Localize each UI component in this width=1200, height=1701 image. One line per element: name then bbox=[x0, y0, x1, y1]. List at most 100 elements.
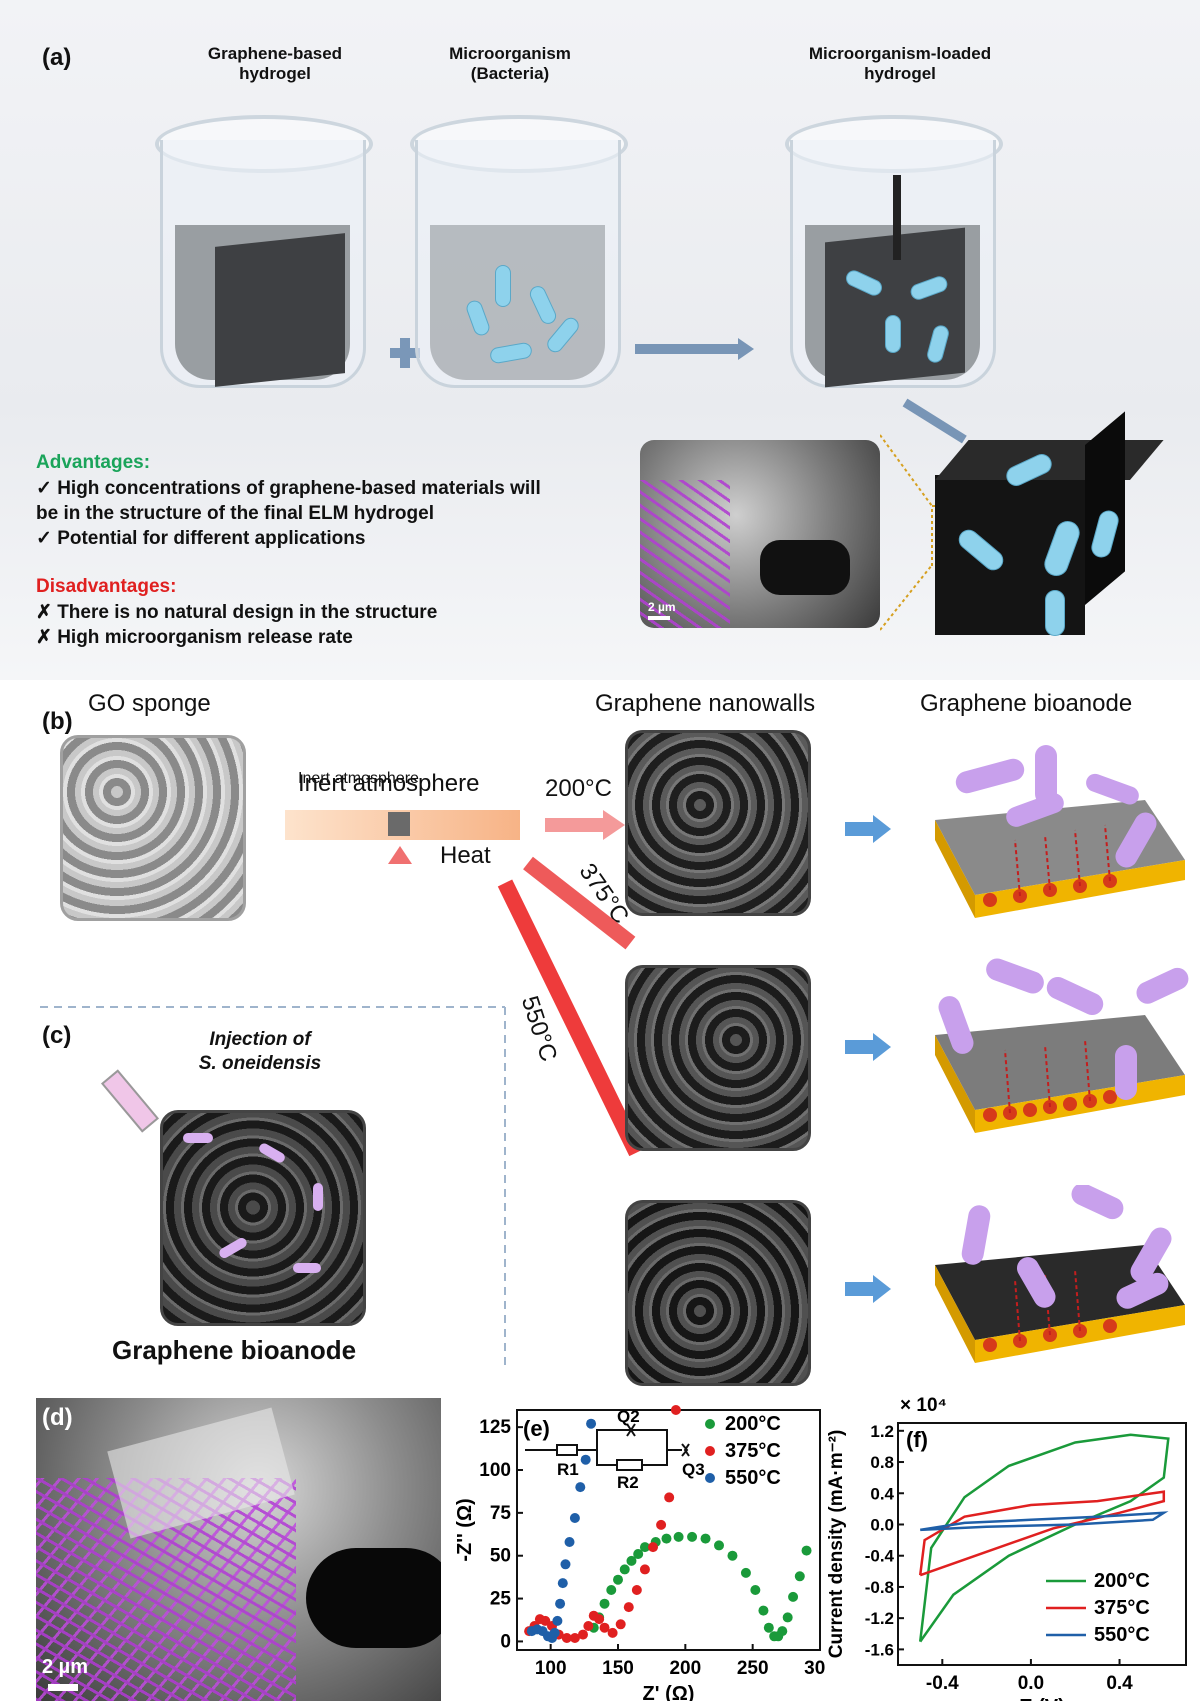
y-tick-label: -0.8 bbox=[865, 1578, 894, 1597]
data-point bbox=[606, 1585, 617, 1595]
elm-hydrogel-cube bbox=[935, 411, 1164, 640]
legend-marker bbox=[705, 1473, 715, 1483]
y-tick-label: 0.0 bbox=[870, 1515, 894, 1534]
bioanode-550 bbox=[935, 1185, 1185, 1363]
temp-200: 200°C bbox=[545, 775, 612, 802]
nanowall-cube-550 bbox=[625, 1200, 811, 1386]
sem-image-d: (d) 2 µm bbox=[36, 1398, 441, 1701]
cv-loop-large bbox=[918, 1433, 1170, 1643]
y-axis-label: Current density (mA·m⁻²) bbox=[828, 1430, 847, 1659]
data-point bbox=[599, 1598, 610, 1609]
data-point bbox=[569, 1513, 580, 1523]
header-loaded-hydrogel: Microorganism-loaded hydrogel bbox=[770, 44, 1030, 84]
panel-c-label: (c) bbox=[42, 1022, 72, 1049]
scale-bar bbox=[48, 1684, 78, 1691]
chart-f-cv: -0.4 0.0 0.4 1.2 0.8 0.4 0.0 -0.4 -0.8 -1.2 -1.6 E … bbox=[828, 1395, 1187, 1701]
y-tick-label: -0.4 bbox=[865, 1547, 895, 1566]
cpe-q2 bbox=[626, 1423, 636, 1437]
header-line: Microorganism-loaded hydrogel bbox=[808, 44, 992, 83]
x-tick-label: 100 bbox=[535, 1658, 567, 1679]
data-point bbox=[586, 1418, 597, 1429]
data-point bbox=[639, 1564, 650, 1575]
data-point bbox=[750, 1585, 761, 1595]
y-tick-label: 75 bbox=[490, 1503, 512, 1524]
bacterium bbox=[885, 315, 901, 353]
circuit-label: Q3 bbox=[682, 1460, 705, 1479]
advantage-line: ✓ High concentrations of graphene-based … bbox=[36, 478, 541, 499]
data-point bbox=[661, 1533, 672, 1544]
data-point bbox=[763, 1622, 774, 1633]
go-sponge-cube bbox=[60, 735, 246, 921]
legend-label: 375°C bbox=[725, 1440, 781, 1462]
legend-label: 375°C bbox=[1094, 1597, 1150, 1619]
injection-line-1: Injection of bbox=[209, 1029, 311, 1050]
data-point bbox=[594, 1614, 605, 1625]
equivalent-circuit bbox=[525, 1423, 690, 1471]
panel-e-label: (e) bbox=[523, 1416, 550, 1441]
x-tick-label: 0.4 bbox=[1106, 1673, 1133, 1694]
legend-label: 550°C bbox=[725, 1467, 781, 1489]
data-point bbox=[639, 1542, 650, 1553]
data-point bbox=[740, 1567, 751, 1578]
data-point bbox=[626, 1555, 637, 1566]
arrow-200-head bbox=[603, 810, 625, 840]
arrow-200 bbox=[545, 818, 605, 832]
data-point bbox=[758, 1605, 769, 1616]
data-point bbox=[619, 1564, 630, 1575]
circuit-wire bbox=[596, 1450, 617, 1466]
plot-frame bbox=[897, 1422, 1187, 1666]
x-tick-label: -0.4 bbox=[926, 1673, 959, 1694]
header-line: Graphene-based hydrogel bbox=[207, 44, 343, 83]
bioanode-375 bbox=[935, 958, 1189, 1133]
data-point bbox=[561, 1633, 572, 1643]
scale-bar bbox=[648, 616, 670, 620]
resistor-r2 bbox=[616, 1459, 643, 1471]
y-tick-label: 100 bbox=[479, 1460, 511, 1481]
x-tick-label: 250 bbox=[737, 1658, 769, 1679]
legend-marker bbox=[705, 1446, 715, 1456]
data-point bbox=[623, 1602, 634, 1613]
data-point bbox=[648, 1542, 659, 1553]
legend-marker bbox=[705, 1419, 715, 1429]
data-point bbox=[714, 1540, 724, 1551]
data-point bbox=[631, 1585, 642, 1595]
y-tick-label: 25 bbox=[490, 1589, 512, 1610]
x-axis-label: E (V) bbox=[1019, 1696, 1065, 1701]
data-point bbox=[670, 1405, 681, 1415]
graphene-hydrogel-cube bbox=[215, 233, 345, 387]
data-point bbox=[557, 1578, 568, 1589]
data-point bbox=[560, 1559, 571, 1570]
sem-inset-image: 2 µm bbox=[640, 440, 880, 628]
series-1 bbox=[524, 1405, 681, 1643]
data-point bbox=[794, 1571, 805, 1582]
bioanode-caption: Graphene bioanode bbox=[112, 1335, 357, 1365]
circuit-label: R1 bbox=[557, 1460, 579, 1479]
legend-label: 200°C bbox=[1094, 1570, 1150, 1592]
data-point bbox=[575, 1482, 586, 1493]
y-axis-label: -Z'' (Ω) bbox=[455, 1498, 476, 1561]
injection-caption: Injection of S. oneidensis bbox=[150, 1028, 370, 1076]
data-point bbox=[583, 1621, 594, 1631]
bacterium bbox=[1045, 590, 1065, 636]
nanowalls-label: Graphene nanowalls bbox=[595, 690, 816, 717]
y-tick-label: -1.2 bbox=[865, 1609, 894, 1628]
disadvantage-line: ✗ There is no natural design in the stru… bbox=[36, 602, 438, 623]
data-point bbox=[549, 1627, 560, 1638]
legend-label: 200°C bbox=[725, 1413, 781, 1435]
circuit-wire bbox=[642, 1450, 668, 1466]
panel-d-label: (d) bbox=[42, 1404, 73, 1431]
data-point bbox=[664, 1492, 675, 1503]
cpe-q3 bbox=[681, 1443, 690, 1457]
y-tick-label: 1.2 bbox=[870, 1422, 894, 1441]
data-point bbox=[777, 1626, 788, 1637]
panel-b-label: (b) bbox=[42, 708, 73, 735]
data-point bbox=[552, 1615, 563, 1626]
y-tick-label: 50 bbox=[490, 1546, 511, 1567]
plus-icon bbox=[390, 338, 420, 368]
data-point bbox=[687, 1531, 698, 1542]
circuit-label: R2 bbox=[617, 1473, 639, 1492]
nanowall-cube-200 bbox=[625, 730, 811, 916]
circuit-label: Q2 bbox=[617, 1407, 640, 1426]
nanowall-cube-375 bbox=[625, 965, 811, 1151]
scale-bar-label: 2 µm bbox=[42, 1656, 88, 1678]
